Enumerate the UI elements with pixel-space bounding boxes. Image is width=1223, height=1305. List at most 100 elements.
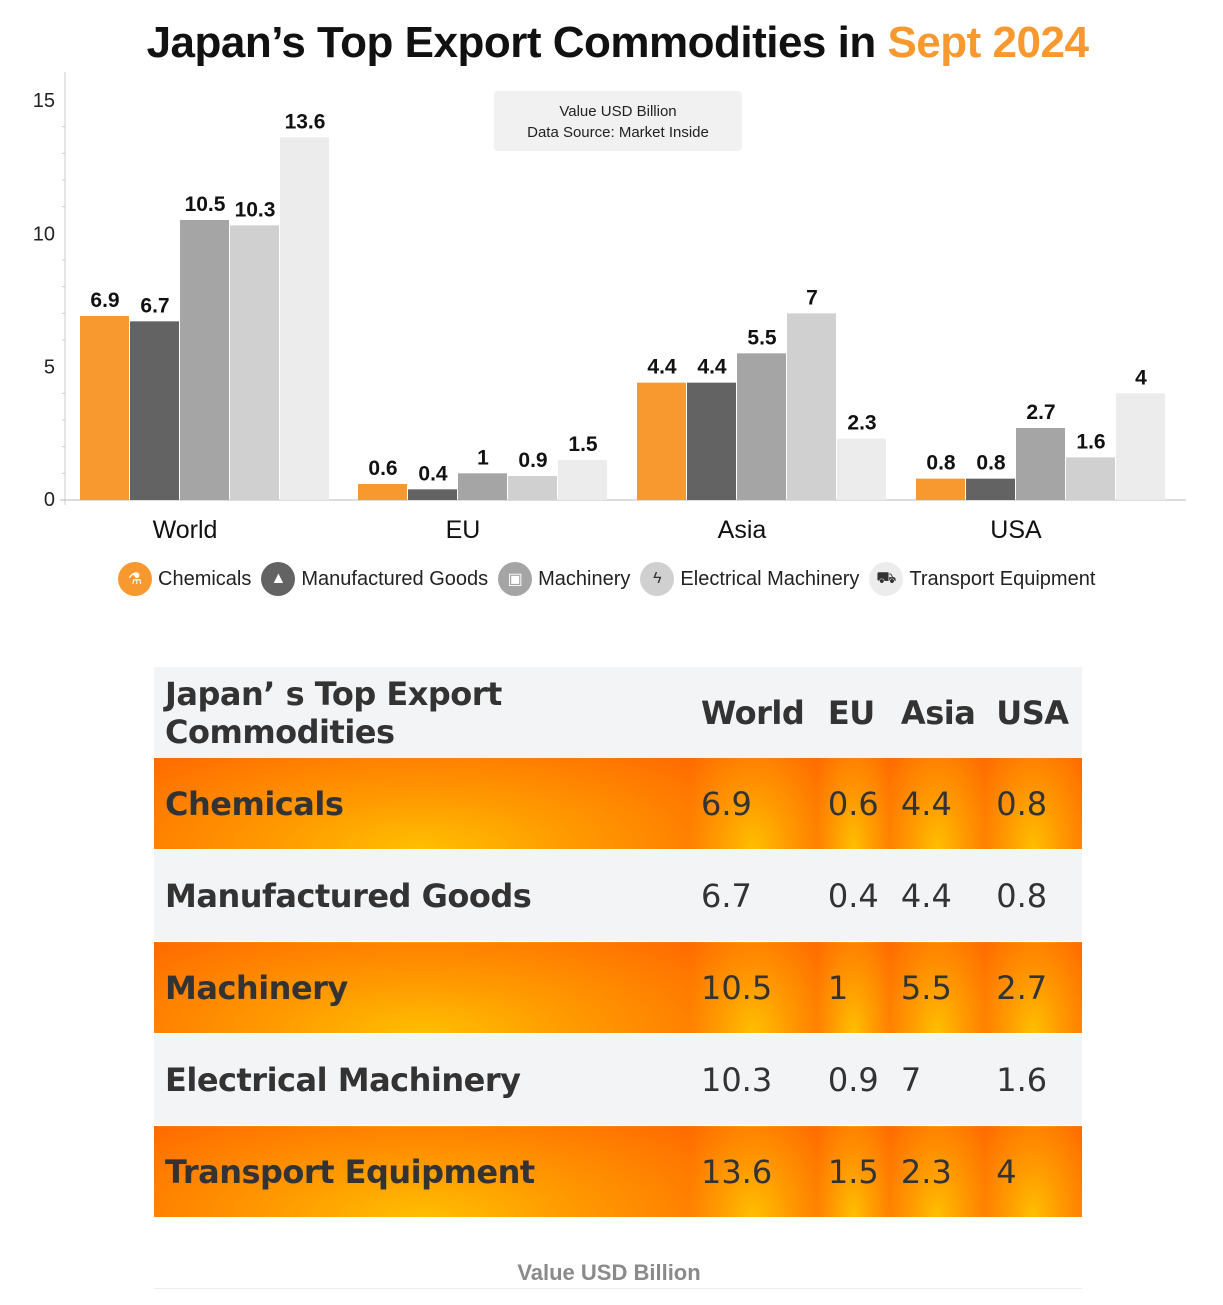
data-label: 0.8 — [976, 452, 1006, 475]
cell-value: 4.4 — [889, 849, 986, 942]
legend-item: ϟ Electrical Machinery — [640, 562, 859, 596]
y-tick-label: 0 — [44, 489, 55, 511]
table-row: Chemicals 6.9 0.6 4.4 0.8 — [154, 758, 1082, 850]
cell-value: 2.7 — [985, 941, 1082, 1034]
title-main: Japan’s Top Export Commodities in — [146, 18, 877, 67]
note-unit: Value USD Billion — [559, 103, 677, 120]
lightning-icon: ϟ — [640, 562, 675, 596]
data-label: 10.3 — [235, 198, 276, 221]
x-tick-label: EU — [446, 516, 481, 544]
cell-value: 5.5 — [889, 941, 986, 1034]
row-label: Chemicals — [154, 758, 690, 850]
cell-value: 13.6 — [689, 1125, 817, 1217]
data-label: 7 — [806, 286, 818, 309]
row-label: Manufactured Goods — [154, 849, 690, 942]
data-label: 4.4 — [697, 356, 727, 379]
data-label: 0.4 — [418, 462, 448, 485]
legend-item: ⚗ Chemicals — [118, 562, 251, 596]
table-header-row: Japan’ s Top Export Commodities World EU As… — [154, 667, 1082, 758]
cell-value: 10.5 — [689, 941, 817, 1034]
chart-title: Japan’s Top Export Commodities in Sept 2… — [0, 18, 1223, 68]
cell-value: 1.5 — [816, 1125, 890, 1217]
bar-manufactured-goods — [130, 321, 179, 500]
cell-value: 4.4 — [889, 758, 986, 850]
legend-label: Chemicals — [158, 567, 252, 590]
x-tick-label: Asia — [718, 516, 767, 544]
bar-chemicals — [637, 382, 686, 500]
cell-value: 0.8 — [985, 849, 1082, 942]
cell-value: 0.4 — [816, 849, 890, 942]
data-label: 13.6 — [285, 110, 326, 133]
bar-electrical-machinery — [787, 313, 836, 500]
y-tick-label: 10 — [33, 223, 55, 245]
cell-value: 6.7 — [689, 849, 817, 942]
data-label: 6.7 — [140, 294, 169, 317]
cell-value: 7 — [889, 1033, 986, 1126]
bar-machinery — [180, 220, 229, 500]
data-label: 10.5 — [185, 193, 226, 216]
data-label: 0.6 — [368, 457, 397, 480]
cell-value: 0.8 — [985, 758, 1082, 850]
cell-value: 6.9 — [689, 758, 817, 850]
legend-item: ⛟ Transport Equipment — [869, 562, 1095, 596]
data-label: 4.4 — [647, 356, 677, 379]
data-table: Japan’ s Top Export Commodities World EU As… — [154, 667, 1082, 1217]
y-tick-label: 5 — [44, 357, 55, 379]
data-label: 4 — [1135, 366, 1147, 389]
data-label: 1 — [477, 446, 489, 469]
data-label: 0.9 — [518, 449, 547, 472]
x-tick-label: World — [153, 516, 218, 544]
cell-value: 1 — [816, 941, 890, 1034]
table-row: Transport Equipment 13.6 1.5 2.3 4 — [154, 1125, 1082, 1217]
x-tick-label: USA — [990, 516, 1042, 544]
factory-icon: ▲ — [261, 562, 296, 596]
legend-item: ▣ Machinery — [498, 562, 630, 596]
bar-transport-equipment — [837, 438, 886, 500]
bar-electrical-machinery — [1066, 457, 1115, 500]
title-highlight: Sept 2024 — [887, 18, 1089, 67]
data-label: 0.8 — [926, 452, 956, 475]
legend-label: Electrical Machinery — [680, 567, 860, 590]
bar-manufactured-goods — [966, 478, 1015, 500]
bar-machinery — [737, 353, 786, 500]
cell-value: 4 — [985, 1125, 1082, 1217]
note-source: Data Source: Market Inside — [527, 124, 709, 141]
data-label: 1.5 — [568, 433, 598, 456]
bar-manufactured-goods — [408, 489, 457, 500]
table-row: Electrical Machinery 10.3 0.9 7 1.6 — [154, 1033, 1082, 1126]
column-header: EU — [816, 667, 890, 758]
flask-icon: ⚗ — [118, 562, 152, 596]
legend-label: Machinery — [538, 567, 631, 590]
bar-chemicals — [358, 484, 407, 500]
data-label: 5.5 — [747, 326, 777, 349]
column-header: Asia — [889, 667, 986, 758]
legend-label: Transport Equipment — [909, 567, 1096, 590]
row-label: Transport Equipment — [154, 1125, 690, 1217]
bar-manufactured-goods — [687, 382, 736, 500]
cell-value: 0.6 — [816, 758, 890, 850]
row-label: Electrical Machinery — [154, 1033, 690, 1126]
bar-transport-equipment — [1116, 393, 1165, 500]
table-row: Machinery 10.5 1 5.5 2.7 — [154, 941, 1082, 1034]
bar-chart: 0 5 10 15 6.9 6.7 10.5 10.3 13.6 World 0.6 0.4 1 0.9 1… — [33, 72, 1186, 544]
legend-label: Manufactured Goods — [301, 567, 489, 590]
bar-chemicals — [916, 478, 965, 500]
truck-icon: ⛟ — [869, 562, 904, 596]
y-tick-label: 15 — [33, 90, 55, 112]
footer-divider — [154, 1288, 1082, 1289]
data-label: 6.9 — [90, 289, 119, 312]
legend-item: ▲ Manufactured Goods — [261, 562, 488, 596]
chart-legend: ⚗ Chemicals ▲ Manufactured Goods ▣ Machinery ϟ… — [118, 562, 1105, 596]
row-label: Machinery — [154, 941, 690, 1034]
bar-electrical-machinery — [508, 476, 557, 500]
bar-chemicals — [80, 316, 129, 500]
cell-value: 1.6 — [985, 1033, 1082, 1126]
column-header: World — [689, 667, 817, 758]
bar-transport-equipment — [280, 137, 329, 500]
cell-value: 2.3 — [889, 1125, 986, 1217]
bar-electrical-machinery — [230, 225, 279, 501]
data-label: 2.7 — [1026, 401, 1055, 424]
footer-note: Value USD Billion — [517, 1260, 701, 1285]
chart-note: Value USD Billion Data Source: Market In… — [494, 91, 742, 151]
cell-value: 0.9 — [816, 1033, 890, 1126]
